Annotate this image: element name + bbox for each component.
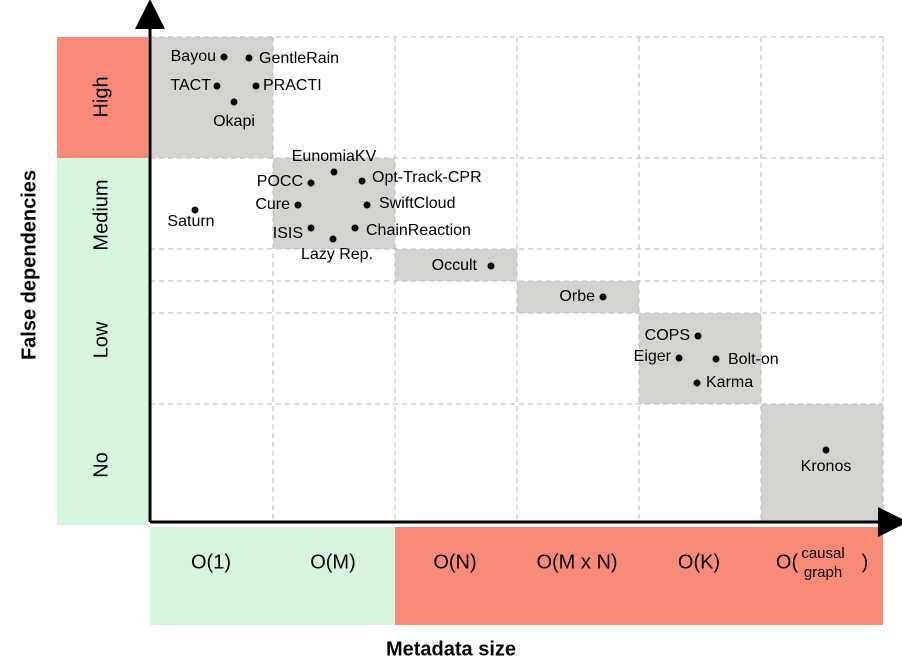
system-label: ChainReaction <box>366 222 471 239</box>
x-level: ) <box>862 551 869 573</box>
system-label: POCC <box>257 173 303 190</box>
system-dot <box>307 179 315 187</box>
background <box>57 37 883 625</box>
system-label: Opt-Track-CPR <box>372 169 482 186</box>
system-dot <box>363 201 371 209</box>
x-level: causal <box>801 545 844 562</box>
system-label: ISIS <box>273 225 303 242</box>
x-level: O(K) <box>678 551 720 573</box>
box <box>150 37 273 158</box>
small-band <box>150 527 395 625</box>
large-band <box>395 527 883 625</box>
system-dot <box>329 235 337 243</box>
box <box>395 249 517 281</box>
y-level: No <box>90 452 112 478</box>
high-band <box>57 37 148 158</box>
x-level: graph <box>804 564 842 581</box>
system-label: GentleRain <box>259 50 339 67</box>
low-band <box>57 158 148 525</box>
x-level: O(N) <box>433 551 476 573</box>
system-label: Okapi <box>213 113 255 130</box>
system-dot <box>675 354 683 362</box>
box <box>517 281 639 313</box>
system-label: Kronos <box>801 458 852 475</box>
box <box>639 313 761 404</box>
system-dot <box>252 82 260 90</box>
system-dot <box>245 54 253 62</box>
system-dot <box>822 446 830 454</box>
system-label: Occult <box>432 257 478 274</box>
y-axis-title: False dependencies <box>18 170 40 360</box>
y-level: Low <box>90 321 112 358</box>
system-label: SwiftCloud <box>379 195 455 212</box>
system-dot <box>307 224 315 232</box>
x-level: O(M x N) <box>536 551 617 573</box>
system-dot <box>599 293 607 301</box>
system-dot <box>693 379 701 387</box>
system-dot <box>191 206 199 214</box>
x-level: O(M) <box>310 551 356 573</box>
system-dot <box>487 262 495 270</box>
system-dot <box>694 332 702 340</box>
system-dot <box>712 355 720 363</box>
system-label: EunomiaKV <box>292 148 377 165</box>
system-label: TACT <box>170 77 211 94</box>
system-label: PRACTI <box>263 77 322 94</box>
system-label: Lazy Rep. <box>301 246 373 263</box>
x-level: O( <box>776 551 799 573</box>
system-label: Bolt-on <box>728 351 779 368</box>
system-label: Bayou <box>171 48 216 65</box>
system-dot <box>294 201 302 209</box>
system-dot <box>230 98 238 106</box>
system-label: Orbe <box>559 288 595 305</box>
system-label: Eiger <box>634 348 672 365</box>
y-level: High <box>90 76 112 117</box>
system-dot <box>351 224 359 232</box>
system-dot <box>220 53 228 61</box>
system-dot <box>213 82 221 90</box>
system-label: Karma <box>706 374 753 391</box>
system-dot <box>330 168 338 176</box>
x-level: O(1) <box>191 551 231 573</box>
x-axis-title: Metadata size <box>386 638 516 660</box>
system-dot <box>358 177 366 185</box>
y-level: Medium <box>90 179 112 250</box>
system-label: COPS <box>645 327 690 344</box>
system-label: Cure <box>255 196 290 213</box>
box <box>761 404 883 522</box>
system-label: Saturn <box>167 213 214 230</box>
